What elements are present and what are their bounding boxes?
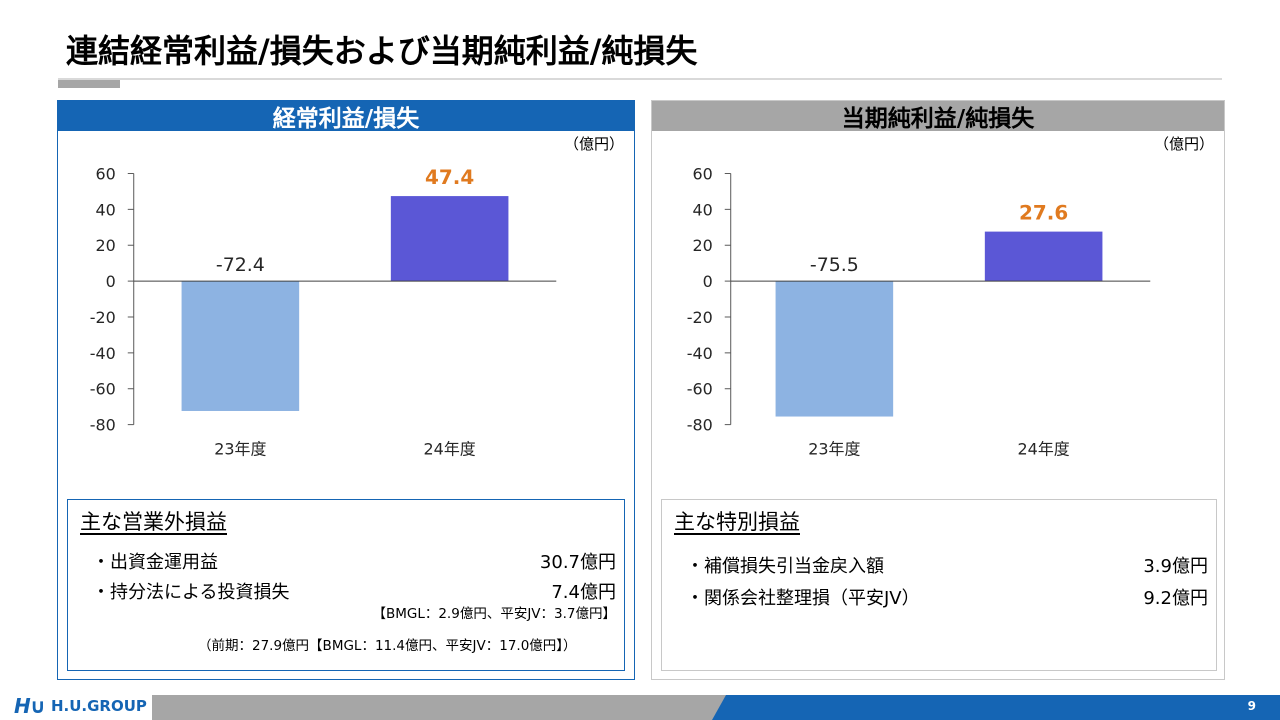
ordinary-profit-panel-title: 経常利益/損失 — [58, 101, 634, 132]
y-tick-label: -40 — [687, 344, 713, 363]
x-category-label: 23年度 — [808, 440, 860, 459]
bar-value-label: 47.4 — [425, 166, 474, 189]
y-tick-label: 0 — [106, 272, 116, 291]
title-divider — [58, 78, 1222, 80]
note-row: ・出資金運用益 30.7億円 — [92, 548, 616, 574]
slide-title: 連結経常利益/損失および当期純利益/純損失 — [66, 32, 698, 70]
non-operating-notes-box: 主な営業外損益 ・出資金運用益 30.7億円 ・持分法による投資損失 7.4億円… — [67, 499, 625, 671]
bar — [775, 281, 894, 417]
y-tick-label: 60 — [96, 164, 116, 183]
net-income-panel-title: 当期純利益/純損失 — [652, 101, 1224, 132]
note-label: ・持分法による投資損失 — [92, 582, 290, 603]
bar — [390, 196, 509, 282]
ordinary-profit-chart: 60 40 20 0 -20 -40 -60 -80 -72.4 23年度 47.4 24年度 — [90, 164, 557, 459]
company-logo: H∪ H.U.GROUP — [14, 693, 147, 719]
y-tick-label: -80 — [687, 416, 713, 435]
y-tick-label: 40 — [96, 200, 116, 219]
y-tick-label: 20 — [693, 236, 713, 255]
y-tick-label: -60 — [90, 380, 116, 399]
note-value: 30.7億円 — [539, 552, 616, 573]
y-tick-label: -80 — [90, 416, 116, 435]
note-label: ・出資金運用益 — [92, 552, 218, 573]
bar-value-label: 27.6 — [1019, 202, 1068, 225]
note-breakdown: 【BMGL：2.9億円、平安JV：3.7億円】 — [372, 606, 616, 622]
note-row: ・補償損失引当金戻入額 3.9億円 — [686, 552, 1208, 578]
note-previous-period: （前期：27.9億円【BMGL：11.4億円、平安JV：17.0億円】） — [198, 638, 577, 654]
ordinary-profit-panel: 経常利益/損失 （億円） 60 40 20 0 -20 -40 -60 -80 -72.4 23年… — [57, 100, 635, 680]
page-number: 9 — [1247, 699, 1256, 713]
note-row: ・関係会社整理損（平安JV） 9.2億円 — [686, 584, 1208, 610]
note-value: 9.2億円 — [1143, 588, 1208, 609]
net-income-chart: 60 40 20 0 -20 -40 -60 -80 -75.5 23年度 27.6 24年度 — [687, 164, 1151, 459]
title-divider-accent — [58, 80, 120, 88]
bar-value-label: -72.4 — [216, 254, 265, 276]
note-row: ・持分法による投資損失 7.4億円 — [92, 578, 616, 604]
net-income-panel: 当期純利益/純損失 （億円） 60 40 20 0 -20 -40 -60 -80 -75.5 2… — [651, 100, 1225, 680]
y-tick-label: -60 — [687, 380, 713, 399]
extraordinary-notes-box: 主な特別損益 ・補償損失引当金戻入額 3.9億円 ・関係会社整理損（平安JV） … — [661, 499, 1217, 671]
y-tick-label: 60 — [693, 164, 713, 183]
net-income-unit: （億円） — [1153, 135, 1214, 153]
bar-value-label: -75.5 — [810, 254, 859, 276]
y-tick-label: -20 — [90, 308, 116, 327]
note-value: 7.4億円 — [551, 582, 616, 603]
y-tick-label: -20 — [687, 308, 713, 327]
x-category-label: 24年度 — [424, 440, 476, 459]
logo-text: H.U.GROUP — [50, 697, 147, 715]
y-tick-label: 0 — [703, 272, 713, 291]
note-value: 3.9億円 — [1143, 556, 1208, 577]
y-tick-label: -40 — [90, 344, 116, 363]
note-label: ・補償損失引当金戻入額 — [686, 556, 884, 577]
y-tick-label: 20 — [96, 236, 116, 255]
bar — [181, 281, 300, 411]
footer-accent — [712, 695, 1280, 720]
notes-title: 主な営業外損益 — [80, 510, 227, 534]
bar — [984, 231, 1103, 282]
note-label: ・関係会社整理損（平安JV） — [686, 588, 920, 609]
logo-mark: H∪ — [14, 694, 46, 718]
y-tick-label: 40 — [693, 200, 713, 219]
x-category-label: 24年度 — [1018, 440, 1070, 459]
ordinary-profit-unit: （億円） — [563, 135, 624, 153]
x-category-label: 23年度 — [214, 440, 266, 459]
notes-title: 主な特別損益 — [674, 510, 800, 534]
